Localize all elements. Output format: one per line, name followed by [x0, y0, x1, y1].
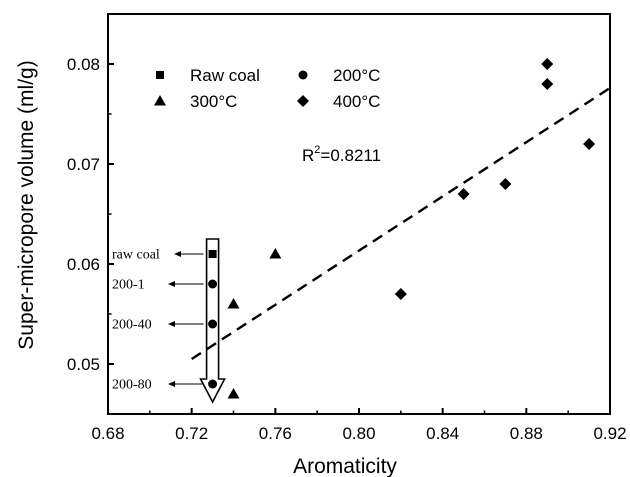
y-tick-label: 0.05 — [67, 355, 100, 374]
sample-label-arrow-head — [168, 281, 175, 287]
data-point-circle — [208, 379, 218, 389]
sample-label: 200-40 — [112, 318, 152, 333]
data-point-circle — [208, 279, 218, 289]
x-axis-ticks: 0.68 0.72 0.76 0.80 0.84 0.88 0.92 — [91, 408, 627, 443]
fit-line-group — [191, 86, 611, 361]
sample-labels: raw coal 200-1 200-40 200-80 — [112, 248, 204, 393]
data-point-diamond — [394, 288, 407, 300]
data-point-diamond — [499, 178, 512, 190]
x-axis-title: Aromaticity — [293, 455, 397, 477]
y-tick-label: 0.07 — [67, 155, 100, 174]
legend-label: 400°C — [333, 92, 380, 111]
data-point-diamond — [541, 58, 554, 70]
sample-label: 200-80 — [112, 378, 152, 393]
data-point-triangle — [269, 248, 282, 259]
data-point-circle — [208, 319, 218, 329]
sample-label-arrow-head — [168, 321, 175, 327]
legend-label: 300°C — [190, 92, 237, 111]
data-point-diamond — [541, 78, 554, 90]
legend-label: Raw coal — [190, 66, 260, 85]
y-axis-ticks: 0.05 0.06 0.07 0.08 — [67, 13, 114, 415]
data-point-diamond — [583, 138, 596, 150]
data-points — [208, 58, 596, 399]
x-tick-label: 0.76 — [259, 424, 292, 443]
x-tick-label: 0.72 — [175, 424, 208, 443]
y-axis-title: Super-micropore volume (ml/g) — [15, 60, 38, 349]
x-tick-label: 0.92 — [593, 424, 626, 443]
x-tick-label: 0.84 — [426, 424, 459, 443]
legend-marker-diamond — [297, 95, 309, 107]
sample-label: 200-1 — [112, 278, 145, 293]
y-tick-label: 0.08 — [67, 55, 100, 74]
r-squared-label: R2=0.8211 — [302, 144, 381, 165]
legend-marker-circle — [298, 70, 308, 80]
legend-marker-square — [156, 71, 164, 79]
legend-marker-triangle — [154, 95, 166, 106]
y-tick-label: 0.06 — [67, 255, 100, 274]
x-tick-label: 0.68 — [91, 424, 124, 443]
sample-label: raw coal — [112, 248, 160, 263]
x-tick-label: 0.80 — [342, 424, 375, 443]
sample-label-arrow-head — [174, 251, 181, 257]
fit-line — [191, 86, 611, 361]
legend: Raw coal 200°C 300°C 400°C — [154, 66, 380, 111]
sample-label-arrow-head — [168, 381, 175, 387]
x-tick-label: 0.88 — [510, 424, 543, 443]
data-point-triangle — [227, 388, 240, 399]
data-point-triangle — [227, 298, 240, 309]
data-point-diamond — [457, 188, 470, 200]
legend-label: 200°C — [333, 66, 380, 85]
data-point-square — [208, 250, 217, 258]
